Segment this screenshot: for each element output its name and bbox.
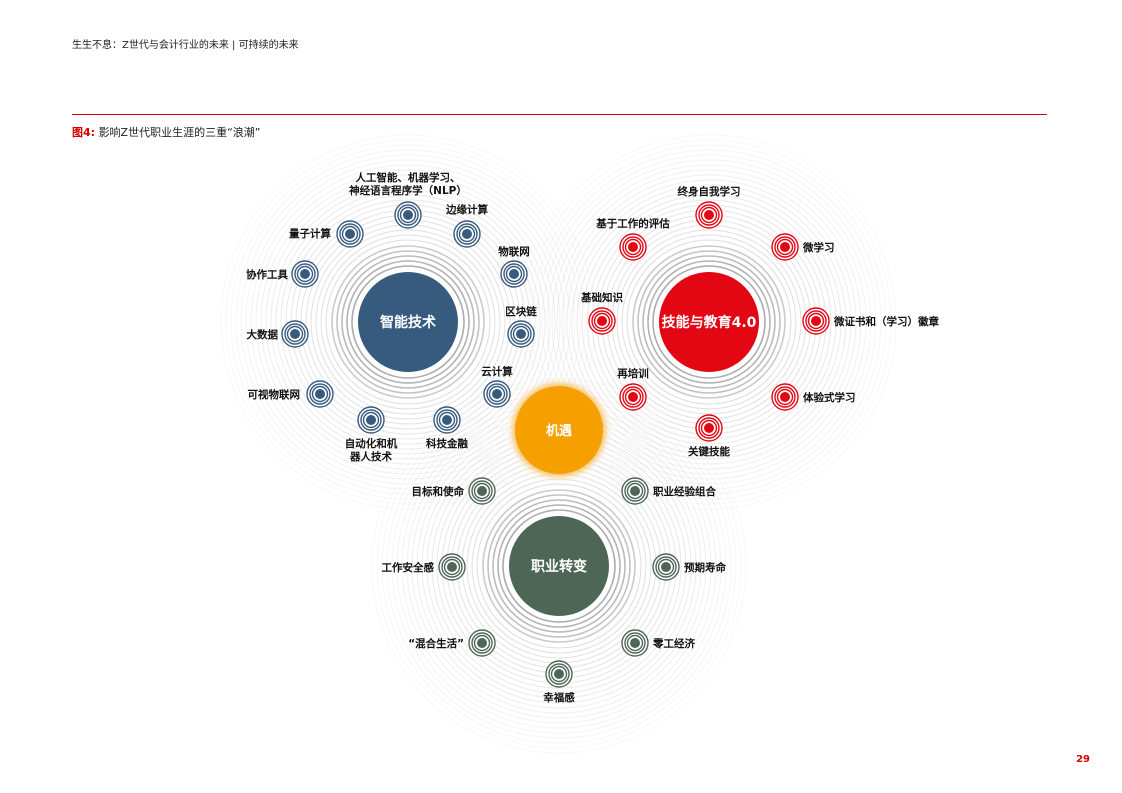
skills-item-3: 体验式学习 — [771, 383, 856, 411]
tech-item-1-label: 边缘计算 — [445, 203, 488, 216]
tech-item-9-label: 协作工具 — [246, 268, 288, 281]
career-item-3: 幸福感 — [543, 660, 575, 704]
tech-item-0-label-line2: 神经语言程序学（NLP） — [349, 184, 467, 197]
tech-item-9: 协作工具 — [246, 260, 319, 288]
career-item-5: 工作安全感 — [382, 553, 466, 581]
header-rule — [72, 114, 1047, 115]
career-item-1: 预期寿命 — [652, 553, 726, 581]
skills-item-0-label: 终身自我学习 — [678, 185, 741, 198]
tech-item-6-label-line2: 器人技术 — [349, 450, 392, 463]
career-item-1-label: 预期寿命 — [684, 561, 726, 574]
figure-title: 图4: 影响Z世代职业生涯的三重“浪潮” — [72, 124, 261, 140]
career-item-5-label: 工作安全感 — [382, 561, 435, 574]
skills-item-1-label: 微学习 — [802, 241, 835, 254]
skills-item-4-label: 关键技能 — [688, 445, 730, 458]
tech-item-2-label: 物联网 — [498, 245, 530, 258]
skills-item-3-label: 体验式学习 — [803, 391, 856, 404]
figure-label: 图4: — [72, 126, 96, 139]
tech-item-2: 物联网 — [498, 245, 530, 288]
career-item-0: 职业经验组合 — [621, 477, 716, 505]
figure-caption: 影响Z世代职业生涯的三重“浪潮” — [98, 126, 261, 139]
skills-item-2-label: 微证书和（学习）徽章 — [833, 315, 939, 328]
tech-item-7-label: 可视物联网 — [248, 388, 301, 401]
career-item-2: 零工经济 — [621, 629, 695, 657]
skills-item-6-label: 基础知识 — [580, 291, 623, 304]
skills-rings — [521, 134, 897, 510]
tech-item-0-label: 人工智能、机器学习、 — [356, 171, 461, 184]
tech-item-4-label: 云计算 — [481, 365, 513, 378]
tech-item-10-label: 量子计算 — [289, 227, 331, 240]
skills-item-5: 再培训 — [617, 367, 649, 411]
tech-item-0: 人工智能、机器学习、神经语言程序学（NLP） — [349, 171, 467, 229]
tech-item-8-label: 大数据 — [247, 328, 279, 341]
career-item-2-label: 零工经济 — [652, 637, 695, 650]
tech-item-5-label: 科技金融 — [426, 437, 468, 450]
career-item-4: “混合生活” — [408, 629, 496, 657]
tech-item-10: 量子计算 — [289, 220, 364, 248]
tech-item-3-label: 区块链 — [505, 305, 537, 318]
career-item-6: 目标和使命 — [412, 477, 496, 505]
skills-item-4: 关键技能 — [688, 414, 730, 458]
career-item-4-label: “混合生活” — [408, 637, 464, 650]
skills-item-6: 基础知识 — [580, 291, 623, 335]
tech-item-1: 边缘计算 — [445, 203, 488, 248]
career-item-6-label: 目标和使命 — [412, 485, 465, 498]
tech-item-4: 云计算 — [481, 365, 513, 408]
skills-hub-label: 技能与教育4.0 — [662, 314, 757, 331]
tech-item-3: 区块链 — [505, 305, 537, 348]
skills-item-2: 微证书和（学习）徽章 — [802, 307, 939, 335]
career-hub-label: 职业转变 — [531, 558, 587, 575]
page-number: 29 — [1076, 754, 1090, 765]
opportunity-hub — [515, 386, 603, 474]
skills-item-5-label: 再培训 — [617, 367, 649, 380]
tech-item-5: 科技金融 — [426, 406, 468, 450]
career-item-0-label: 职业经验组合 — [653, 485, 716, 498]
tech-item-8: 大数据 — [247, 320, 309, 348]
career-item-3-label: 幸福感 — [543, 691, 575, 704]
skills-item-7: 基于工作的评估 — [595, 217, 670, 261]
tech-hub-label: 智能技术 — [379, 314, 436, 331]
career-hub — [509, 516, 609, 616]
tech-hub — [358, 272, 458, 372]
skills-item-7-label: 基于工作的评估 — [595, 217, 670, 230]
skills-item-1: 微学习 — [771, 233, 835, 261]
running-header: 生生不息：Z世代与会计行业的未来 | 可持续的未来 — [72, 40, 299, 51]
tech-item-7: 可视物联网 — [248, 380, 334, 408]
skills-item-0: 终身自我学习 — [678, 185, 741, 229]
skills-hub — [659, 272, 759, 372]
tech-item-6-label: 自动化和机 — [345, 437, 398, 450]
opportunity-hub-label: 机遇 — [546, 423, 572, 439]
